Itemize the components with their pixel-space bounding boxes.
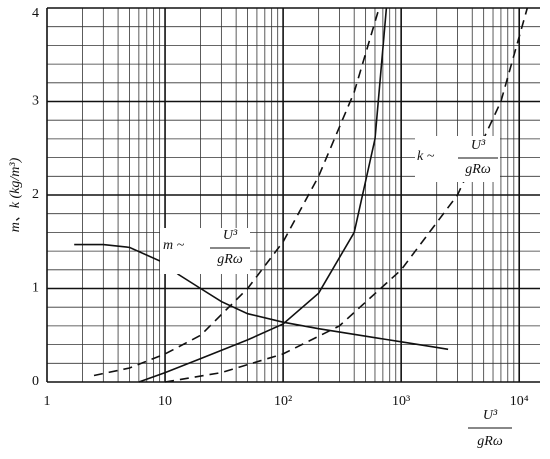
x-axis-title-denominator: gRω: [477, 434, 503, 449]
annotation-bg: [160, 228, 250, 274]
y-axis-title: m、k (kg/m³): [8, 157, 23, 232]
annotation-symbol: m ~: [163, 238, 185, 253]
annotation-bg: [415, 136, 500, 182]
annotation-denominator: gRω: [465, 162, 491, 177]
annotation-symbol: k ~: [417, 149, 435, 164]
y-tick-label: 3: [32, 94, 39, 109]
y-tick-label: 2: [32, 187, 39, 202]
curve: [93, 7, 380, 377]
curve: [138, 7, 388, 383]
x-tick-label: 10: [158, 394, 172, 409]
y-tick-label: 4: [32, 6, 39, 21]
curve: [74, 243, 449, 351]
annotation-numerator: U³: [471, 138, 486, 153]
x-tick-label: 1: [44, 394, 51, 409]
x-axis-title-numerator: U³: [483, 408, 498, 423]
y-tick-label: 1: [32, 281, 39, 296]
x-tick-label: 10⁴: [510, 394, 529, 409]
x-tick-label: 10²: [274, 394, 292, 409]
x-tick-label: 10³: [392, 394, 410, 409]
annotation-numerator: U³: [223, 228, 238, 243]
annotation-denominator: gRω: [217, 252, 243, 267]
y-tick-label: 0: [32, 374, 39, 389]
curve: [164, 7, 529, 383]
